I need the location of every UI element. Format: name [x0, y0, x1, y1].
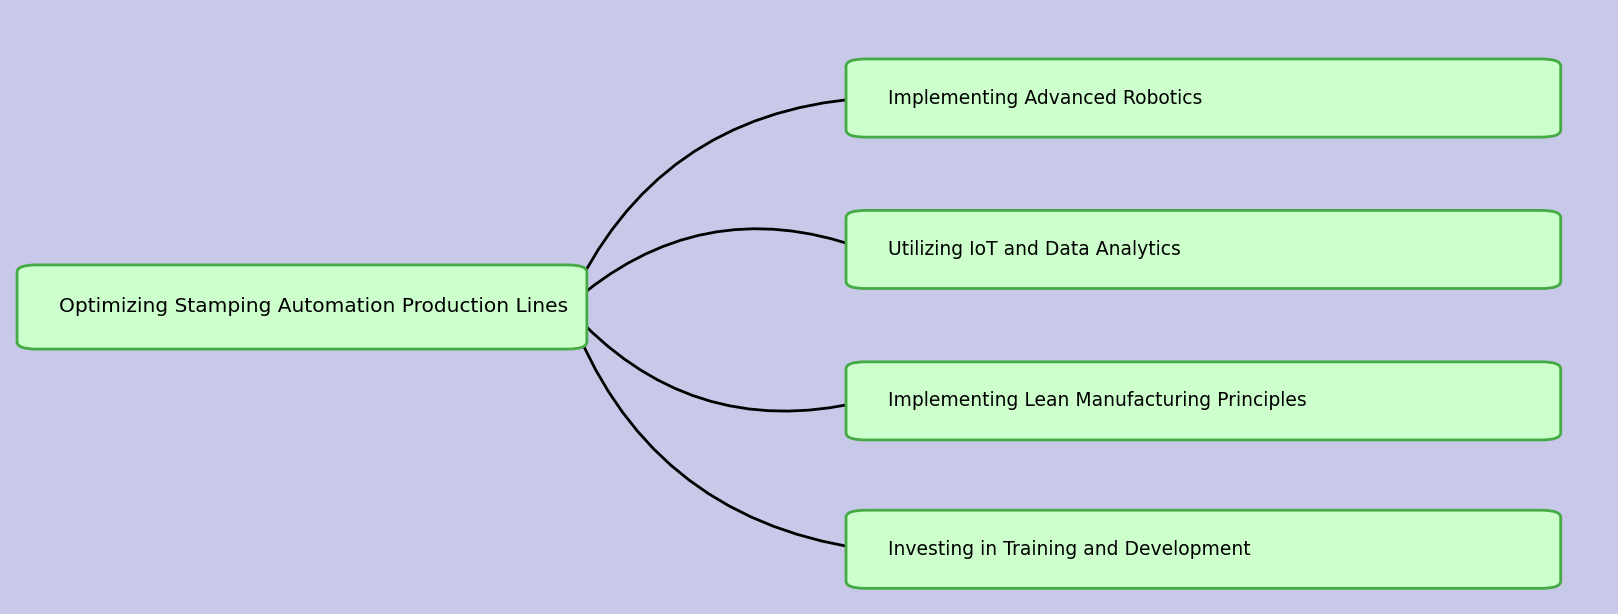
Text: Optimizing Stamping Automation Production Lines: Optimizing Stamping Automation Productio…: [58, 298, 568, 316]
Text: Implementing Advanced Robotics: Implementing Advanced Robotics: [888, 88, 1202, 107]
Text: Utilizing IoT and Data Analytics: Utilizing IoT and Data Analytics: [888, 240, 1181, 259]
FancyBboxPatch shape: [846, 59, 1561, 137]
FancyBboxPatch shape: [846, 362, 1561, 440]
FancyBboxPatch shape: [846, 510, 1561, 588]
Text: Implementing Lean Manufacturing Principles: Implementing Lean Manufacturing Principl…: [888, 391, 1307, 410]
Text: Investing in Training and Development: Investing in Training and Development: [888, 540, 1251, 559]
FancyBboxPatch shape: [846, 211, 1561, 289]
FancyBboxPatch shape: [18, 265, 587, 349]
